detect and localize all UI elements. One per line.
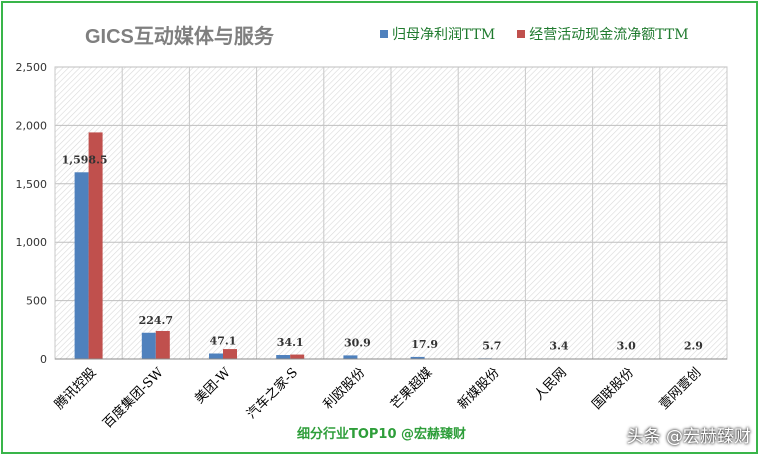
legend-label-cashflow: 经营活动现金流净额TTM [529, 27, 689, 43]
bar-cashflow [223, 349, 237, 359]
x-tick-label: 国联股份 [590, 365, 637, 412]
chart-title: GICS互动媒体与服务 [85, 26, 274, 48]
bar-profit [410, 356, 425, 359]
bar-profit [343, 355, 358, 359]
data-label: 30.9 [344, 336, 371, 349]
legend-swatch-profit [380, 30, 388, 38]
watermark: 头条 @宏赫臻财 [626, 427, 751, 447]
legend-swatch-cashflow [517, 30, 526, 38]
y-tick-label: 1,000 [16, 236, 48, 249]
y-tick-label: 0 [40, 353, 47, 366]
bar-cashflow [155, 330, 170, 359]
data-label: 5.7 [482, 339, 501, 352]
y-tick-label: 2,500 [16, 61, 48, 74]
y-tick-label: 1,500 [16, 178, 48, 191]
bar-profit [209, 353, 223, 359]
legend-item-profit: 归母净利润TTM [380, 24, 495, 44]
bar-profit [74, 172, 89, 359]
data-label: 224.7 [139, 314, 173, 327]
x-tick-label: 百度集团-SW [100, 364, 167, 431]
data-label: 1,598.5 [62, 153, 108, 166]
x-tick-label: 新媒股份 [455, 365, 503, 413]
chart-legend: 归母净利润TTM 经营活动现金流净额TTM [380, 24, 689, 44]
x-tick-label: 美团-W [192, 365, 234, 407]
data-label: 3.0 [617, 340, 636, 353]
y-tick-label: 2,000 [16, 119, 48, 132]
x-tick-label: 壹网壹创 [657, 365, 704, 412]
data-label: 2.9 [684, 340, 703, 353]
legend-label-profit: 归母净利润TTM [392, 27, 496, 43]
footer-caption: 细分行业TOP10 @宏赫臻财 [296, 427, 467, 442]
x-tick-label: 芒果超媒 [387, 365, 435, 413]
bar-cashflow [290, 354, 305, 359]
x-tick-label: 人民网 [532, 365, 570, 403]
x-tick-label: 腾讯控股 [51, 365, 99, 413]
x-tick-label: 利欧股份 [321, 365, 368, 412]
bar-cashflow [88, 132, 103, 359]
legend-item-cashflow: 经营活动现金流净额TTM [517, 24, 689, 44]
bar-profit [276, 355, 291, 359]
y-tick-label: 500 [26, 295, 47, 308]
data-label: 17.9 [411, 338, 438, 351]
data-label: 34.1 [277, 336, 304, 349]
data-label: 3.4 [549, 340, 568, 353]
data-label: 47.1 [210, 334, 237, 347]
bar-profit [141, 332, 156, 359]
x-tick-label: 汽车之家-S [244, 365, 301, 422]
